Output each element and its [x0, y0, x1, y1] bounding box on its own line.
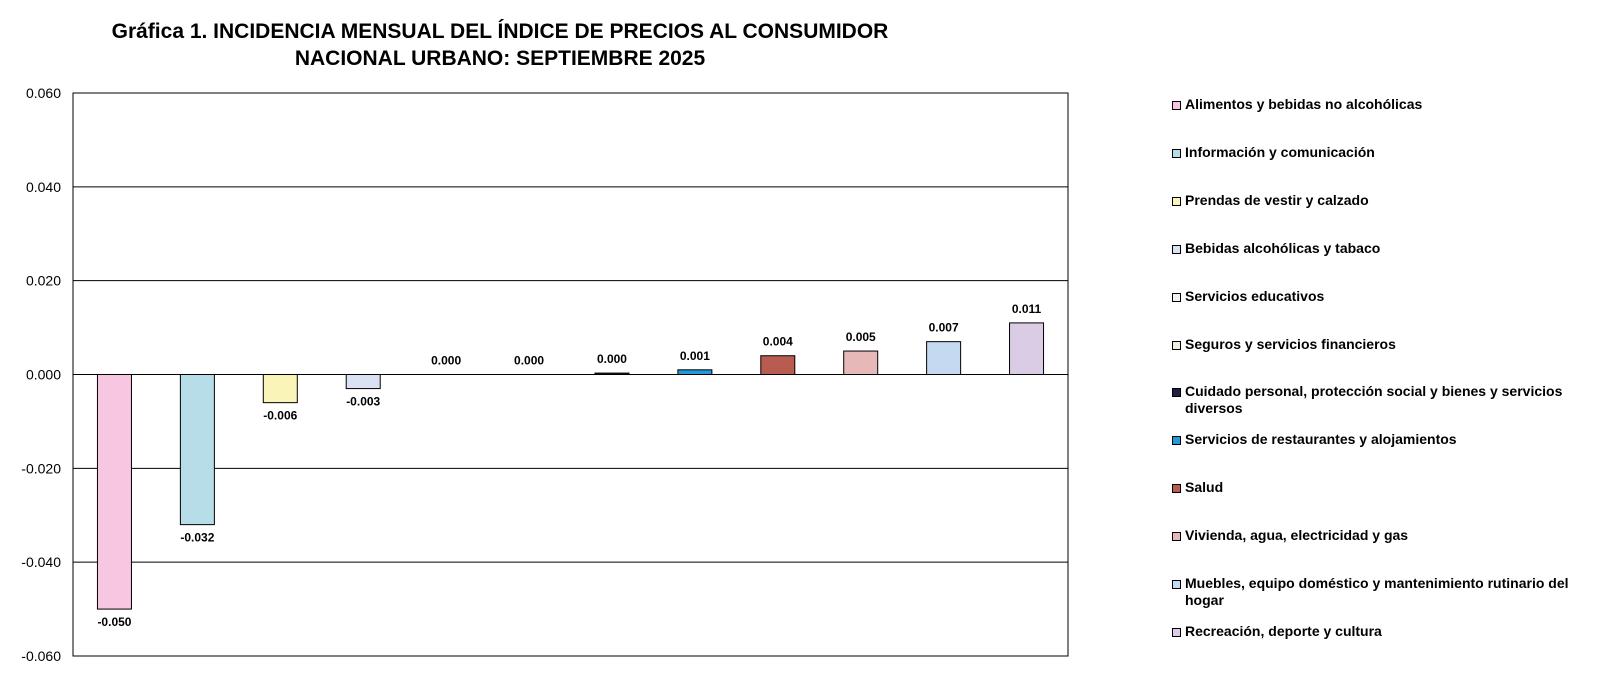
bar — [262, 374, 298, 404]
legend-label: Cuidado personal, protección social y bi… — [1185, 383, 1563, 416]
legend-label: Salud — [1185, 479, 1224, 495]
chart-title-line-1: Gráfica 1. INCIDENCIA MENSUAL DEL ÍNDICE… — [111, 20, 889, 43]
legend-item: Servicios de restaurantes y alojamientos — [1172, 431, 1582, 448]
data-label: 0.007 — [929, 321, 959, 335]
y-tick-label: -0.060 — [21, 648, 61, 664]
bar — [179, 374, 215, 526]
legend-swatch — [1172, 101, 1181, 110]
legend-label: Prendas de vestir y calzado — [1185, 192, 1369, 208]
legend-item: Seguros y servicios financieros — [1172, 336, 1582, 353]
data-label: 0.004 — [763, 335, 793, 349]
bar — [677, 369, 713, 375]
y-tick-label: 0.000 — [26, 367, 61, 383]
plot-area — [72, 92, 1069, 657]
bar-chart: 0.060 0.040 0.020 0.000 -0.020 -0.040 -0.060 -0… — [21, 85, 1069, 664]
legend-item: Vivienda, agua, electricidad y gas — [1172, 527, 1582, 544]
legend-swatch — [1172, 388, 1181, 397]
y-tick-label: 0.020 — [26, 273, 61, 289]
legend-item: Información y comunicación — [1172, 144, 1582, 161]
legend-swatch — [1172, 580, 1181, 589]
data-label: 0.011 — [1012, 302, 1042, 316]
legend-label: Bebidas alcohólicas y tabaco — [1185, 240, 1381, 256]
legend-swatch — [1172, 532, 1181, 541]
chart-title: Gráfica 1. INCIDENCIA MENSUAL DEL ÍNDICE… — [0, 18, 1000, 72]
legend-item: Muebles, equipo doméstico y mantenimient… — [1172, 575, 1582, 609]
data-label: 0.000 — [597, 352, 627, 366]
legend-swatch — [1172, 149, 1181, 158]
legend-item: Salud — [1172, 479, 1582, 496]
y-tick-label: 0.060 — [26, 85, 61, 101]
data-label: 0.001 — [680, 349, 710, 363]
legend-item: Prendas de vestir y calzado — [1172, 192, 1582, 209]
bar — [760, 355, 796, 376]
legend-swatch — [1172, 341, 1181, 350]
legend-swatch — [1172, 436, 1181, 445]
legend-item: Recreación, deporte y cultura — [1172, 623, 1582, 640]
data-label: -0.050 — [97, 615, 131, 629]
legend-label: Alimentos y bebidas no alcohólicas — [1185, 96, 1423, 112]
data-label: 0.000 — [431, 354, 461, 368]
data-label: 0.000 — [514, 354, 544, 368]
legend-swatch — [1172, 628, 1181, 637]
bar — [345, 374, 381, 390]
legend-item: Bebidas alcohólicas y tabaco — [1172, 240, 1582, 257]
legend-swatch — [1172, 484, 1181, 493]
y-tick-label: -0.040 — [21, 554, 61, 570]
legend-label: Información y comunicación — [1185, 144, 1375, 160]
y-tick-label: 0.040 — [26, 179, 61, 195]
data-label: -0.032 — [180, 531, 214, 545]
bar — [1009, 322, 1045, 375]
bar — [96, 374, 132, 610]
legend-item: Servicios educativos — [1172, 288, 1582, 305]
bar — [926, 341, 962, 375]
legend-item: Cuidado personal, protección social y bi… — [1172, 383, 1582, 417]
legend-label: Servicios educativos — [1185, 288, 1325, 304]
data-label: -0.006 — [263, 409, 297, 423]
legend-label: Muebles, equipo doméstico y mantenimient… — [1185, 575, 1569, 608]
legend-item: Alimentos y bebidas no alcohólicas — [1172, 96, 1582, 113]
y-tick-label: -0.020 — [21, 460, 61, 476]
legend-label: Recreación, deporte y cultura — [1185, 623, 1382, 639]
chart-title-line-2: NACIONAL URBANO: SEPTIEMBRE 2025 — [294, 47, 706, 70]
bar — [843, 350, 879, 375]
legend-swatch — [1172, 293, 1181, 302]
legend-label: Vivienda, agua, electricidad y gas — [1185, 527, 1409, 543]
bar — [594, 372, 630, 375]
data-label: 0.005 — [846, 330, 876, 344]
data-label: -0.003 — [346, 395, 380, 409]
legend-swatch — [1172, 245, 1181, 254]
legend-label: Servicios de restaurantes y alojamientos — [1185, 431, 1457, 447]
legend-swatch — [1172, 197, 1181, 206]
legend-label: Seguros y servicios financieros — [1185, 336, 1396, 352]
